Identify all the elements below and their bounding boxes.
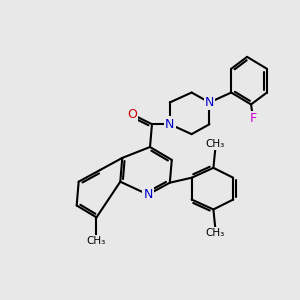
Text: CH₃: CH₃ <box>87 236 106 246</box>
Text: N: N <box>205 96 214 109</box>
Text: N: N <box>165 118 175 131</box>
Text: O: O <box>127 108 137 121</box>
Text: CH₃: CH₃ <box>206 139 225 149</box>
Text: CH₃: CH₃ <box>206 228 225 238</box>
Text: F: F <box>250 112 256 125</box>
Text: N: N <box>143 188 153 201</box>
